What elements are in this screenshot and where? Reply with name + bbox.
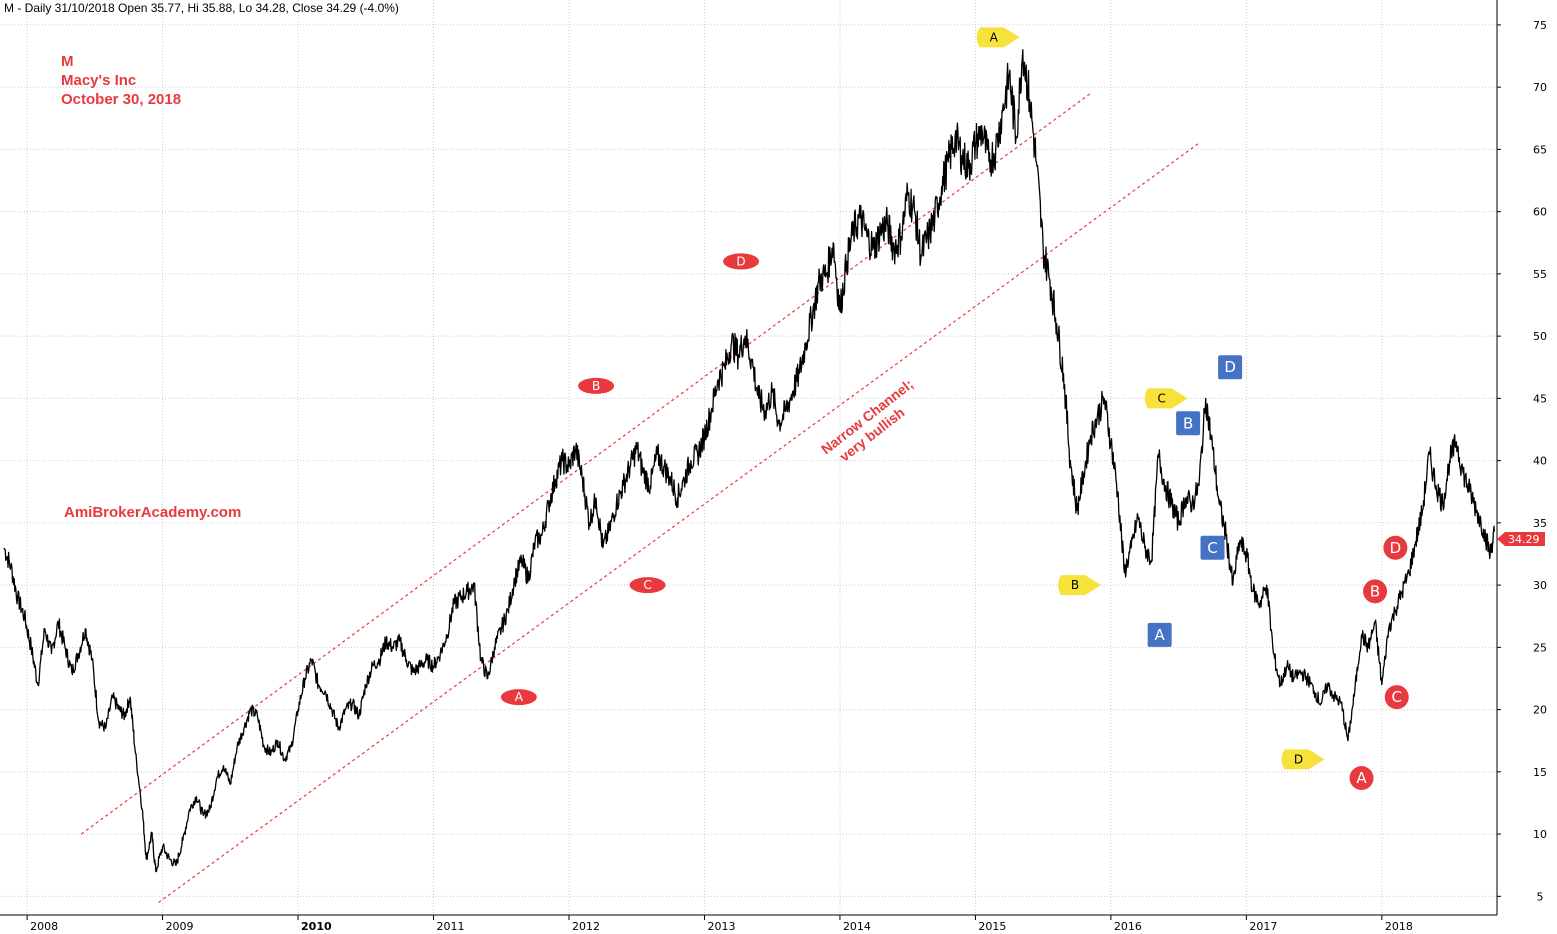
marker-label: D <box>1294 752 1303 766</box>
marker-red-circle-D: D <box>1383 535 1408 560</box>
marker-label: D <box>736 254 745 268</box>
x-tick-label: 2013 <box>707 920 735 933</box>
marker-red-circle-C: C <box>1384 685 1409 710</box>
marker-red-circle-A: A <box>1349 766 1374 791</box>
x-ticks: 2008 2009 2010 2011 2012 2013 2014 2015 2016 2017… <box>26 915 1413 933</box>
marker-blue-square-A: A <box>1147 622 1172 647</box>
marker-shape <box>1200 535 1225 560</box>
watermark: AmiBrokerAcademy.com <box>64 504 241 521</box>
last-price-label: 34.29 <box>1508 533 1540 546</box>
channel-lines <box>80 92 1200 904</box>
marker-label: C <box>1392 688 1402 706</box>
marker-blue-square-B: B <box>1176 411 1201 436</box>
marker-label: D <box>1390 539 1402 557</box>
marker-shape <box>1384 685 1409 710</box>
price-line <box>3 49 1495 873</box>
axes <box>0 0 1498 916</box>
y-tick-label: 15 <box>1533 766 1547 779</box>
y-tick-label: 50 <box>1533 330 1547 343</box>
marker-blue-square-C: C <box>1200 535 1225 560</box>
y-ticks: 5 10 15 20 25 30 35 40 45 50 55 60 65 70 75 <box>1497 19 1547 903</box>
marker-shape <box>578 377 615 394</box>
x-tick-label: 2008 <box>30 920 58 933</box>
x-tick-label: 2018 <box>1385 920 1413 933</box>
marker-shape <box>629 577 666 594</box>
last-price-tag: 34.29 <box>1497 532 1545 546</box>
marker-label: B <box>592 379 600 393</box>
price-series <box>3 49 1495 873</box>
marker-yellow-arrow-A: A <box>976 27 1020 48</box>
date-label: October 30, 2018 <box>61 91 181 108</box>
marker-label: B <box>1183 414 1193 432</box>
y-tick-label: 20 <box>1533 704 1547 717</box>
marker-red-oval-C: C <box>629 577 666 594</box>
x-tick-label: 2017 <box>1249 920 1277 933</box>
marker-red-oval-A: A <box>500 689 537 706</box>
y-tick-label: 70 <box>1533 81 1547 94</box>
marker-label: C <box>1158 391 1166 405</box>
y-tick-label: 75 <box>1533 19 1547 32</box>
x-tick-label: 2015 <box>978 920 1006 933</box>
y-tick-label: 65 <box>1533 143 1547 156</box>
symbol-label: M <box>61 53 74 70</box>
x-tick-label: 2011 <box>437 920 465 933</box>
company-label: Macy's Inc <box>61 72 136 89</box>
marker-shape <box>976 27 1020 48</box>
y-tick-label: 60 <box>1533 206 1547 219</box>
marker-shape <box>1147 622 1172 647</box>
last-price-tag-shape <box>1497 532 1545 546</box>
x-tick-label: 2016 <box>1114 920 1142 933</box>
channel-line <box>158 142 1200 904</box>
marker-yellow-arrow-B: B <box>1058 575 1102 596</box>
marker-label: B <box>1370 582 1380 600</box>
marker-shape <box>1218 355 1243 380</box>
pattern-markers: D B C A A C B D D B C A D B C A <box>500 27 1409 791</box>
y-tick-label: 25 <box>1533 641 1547 654</box>
plot-area <box>0 0 1497 915</box>
channel-line <box>80 92 1091 835</box>
marker-yellow-arrow-C: C <box>1144 388 1188 409</box>
y-tick-label: 55 <box>1533 268 1547 281</box>
marker-shape <box>1176 411 1201 436</box>
marker-shape <box>1349 766 1374 791</box>
marker-label: C <box>643 578 651 592</box>
marker-label: A <box>515 690 524 704</box>
marker-shape <box>1144 388 1188 409</box>
marker-shape <box>1058 575 1102 596</box>
y-tick-label: 40 <box>1533 455 1547 468</box>
x-tick-label: 2010 <box>301 920 332 933</box>
marker-label: A <box>1155 626 1166 644</box>
marker-shape <box>1281 749 1325 770</box>
marker-red-circle-B: B <box>1363 579 1388 604</box>
marker-shape <box>1383 535 1408 560</box>
marker-red-oval-B: B <box>578 377 615 394</box>
marker-label: C <box>1207 539 1217 557</box>
marker-red-oval-D: D <box>723 253 760 270</box>
y-tick-label: 10 <box>1533 828 1547 841</box>
x-tick-label: 2009 <box>166 920 194 933</box>
chart-header: M - Daily 31/10/2018 Open 35.77, Hi 35.8… <box>4 1 399 15</box>
marker-label: A <box>1356 769 1367 787</box>
x-tick-label: 2014 <box>843 920 871 933</box>
y-tick-label: 45 <box>1533 392 1547 405</box>
marker-label: A <box>990 30 999 44</box>
marker-shape <box>723 253 760 270</box>
marker-yellow-arrow-D: D <box>1281 749 1325 770</box>
y-tick-label: 30 <box>1533 579 1547 592</box>
marker-shape <box>500 689 537 706</box>
marker-shape <box>1363 579 1388 604</box>
marker-label: B <box>1071 578 1079 592</box>
y-tick-label: 5 <box>1537 890 1544 903</box>
x-tick-label: 2012 <box>572 920 600 933</box>
marker-blue-square-D: D <box>1218 355 1243 380</box>
marker-label: D <box>1224 358 1236 376</box>
y-tick-label: 35 <box>1533 517 1547 530</box>
